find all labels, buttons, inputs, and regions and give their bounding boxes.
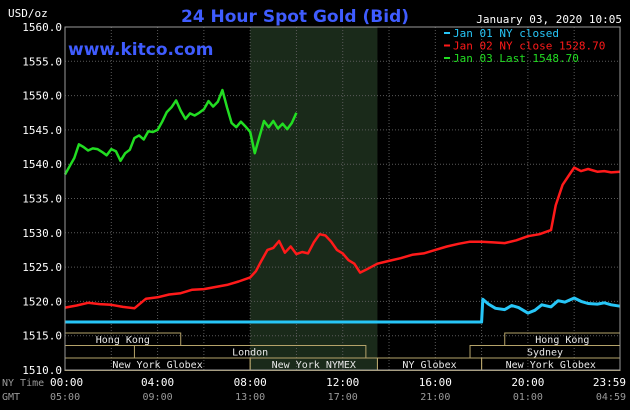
x-tick-label: 12:00	[326, 376, 359, 389]
gmt-tick-label: 09:00	[143, 392, 173, 403]
session-label: New York Globex	[506, 360, 596, 371]
gmt-tick-label: 04:59	[596, 392, 626, 403]
legend-entry: Jan 02 NY close 1528.70	[453, 40, 605, 53]
series-line-jan-03-last-1548-70	[63, 88, 298, 176]
session-label: Hong Kong	[96, 335, 150, 346]
plot-frame	[64, 26, 621, 371]
y-tick-label: 1510.0	[22, 364, 62, 377]
y-tick-label: 1540.0	[22, 158, 62, 171]
x-tick-label: 00:00	[50, 376, 83, 389]
y-tick-label: 1560.0	[22, 21, 62, 34]
x-tick-label: 08:00	[234, 376, 267, 389]
x-tick-label: 16:00	[419, 376, 452, 389]
gmt-tick-label: 13:00	[235, 392, 265, 403]
y-tick-label: 1535.0	[22, 193, 62, 206]
legend-entry: Jan 03 Last 1548.70	[453, 52, 579, 65]
session-label: NY Globex	[402, 360, 456, 371]
y-tick-label: 1530.0	[22, 227, 62, 240]
legend-entry: Jan 01 NY closed	[453, 27, 559, 40]
x-tick-label: 04:00	[141, 376, 174, 389]
session-label: New York NYMEX	[272, 360, 356, 371]
session-label: Sydney	[527, 348, 563, 359]
session-label: London	[232, 348, 268, 359]
x-axis: NY Time 00:00 04:00 08:00 12:00 16:00 20:00 23:…	[2, 376, 626, 403]
session-label: Hong Kong	[535, 335, 589, 346]
x-tick-label: 20:00	[511, 376, 544, 389]
timestamp: January 03, 2020 10:05	[476, 13, 622, 26]
series-line-jan-01-ny-closed	[65, 296, 621, 324]
y-tick-label: 1515.0	[22, 330, 62, 343]
chart-title: 24 Hour Spot Gold (Bid)	[181, 7, 409, 27]
gmt-tick-label: 01:00	[513, 392, 543, 403]
series-line-jan-02-ny-close-1528-70	[64, 166, 621, 310]
watermark: www.kitco.com	[68, 40, 213, 60]
y-axis-label: USD/oz	[8, 7, 48, 20]
y-tick-label: 1525.0	[22, 261, 62, 274]
x-tick-label: 23:59	[593, 376, 626, 389]
session-label: New York Globex	[112, 360, 202, 371]
gmt-label: GMT	[2, 392, 20, 403]
gmt-tick-label: 17:00	[328, 392, 358, 403]
y-tick-label: 1520.0	[22, 295, 62, 308]
y-tick-label: 1545.0	[22, 124, 62, 137]
trading-sessions: Hong Kong London New York Globex New York N…	[64, 332, 621, 371]
ny-time-label: NY Time	[2, 378, 44, 389]
gmt-tick-label: 05:00	[50, 392, 80, 403]
y-tick-label: 1555.0	[22, 55, 62, 68]
y-axis: 1510.0 1515.0 1520.0 1525.0 1530.0 1535.0 1540…	[22, 21, 62, 377]
y-tick-label: 1550.0	[22, 90, 62, 103]
price-series	[63, 88, 621, 324]
gmt-tick-label: 21:00	[420, 392, 450, 403]
